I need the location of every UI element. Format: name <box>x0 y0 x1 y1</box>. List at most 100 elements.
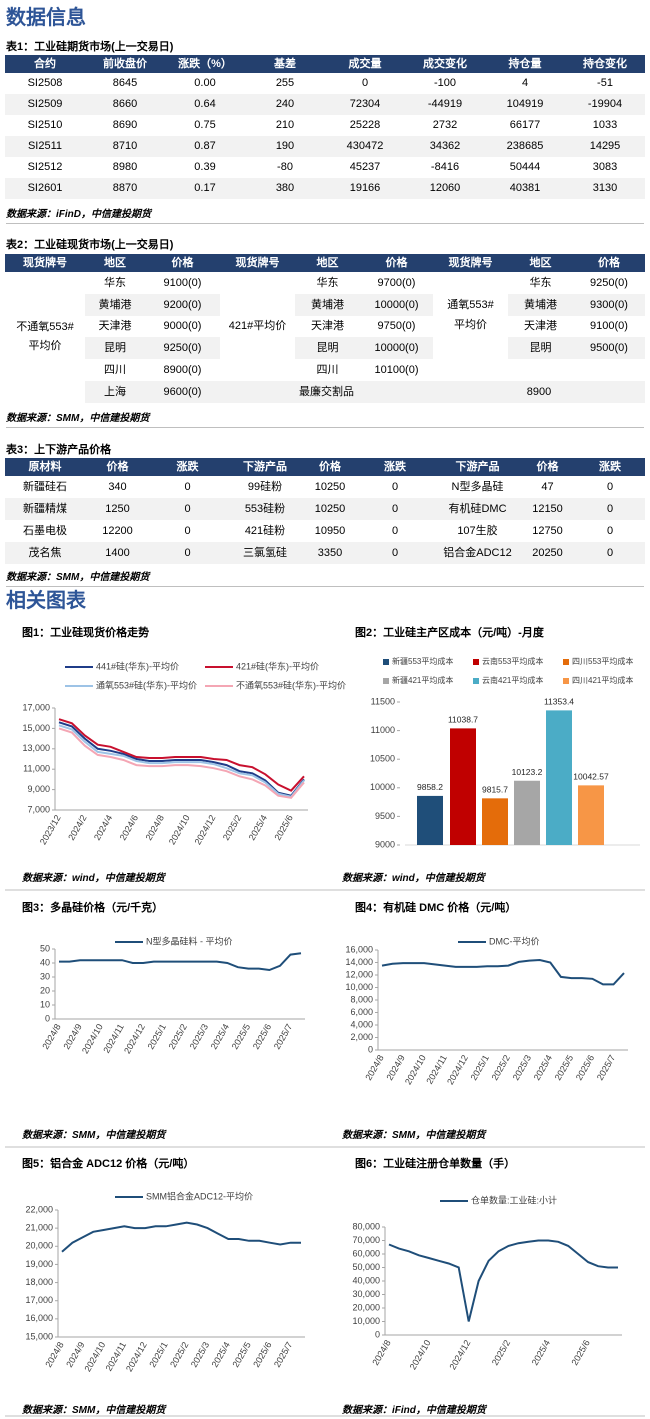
cell: 0.17 <box>194 182 216 195</box>
table: 原材料 价格 涨跌 下游产品 价格 涨跌 下游产品 价格 涨跌 新疆硅石 340 0 99硅粉 10250… <box>5 458 645 564</box>
x-tick-label: 2025/5 <box>230 1340 252 1369</box>
figure-title: 图4：有机硅 DMC 价格（元/吨） <box>355 902 517 914</box>
legend-label: 四川421平均成本 <box>572 675 633 685</box>
table: 现货牌号 地区 价格 现货牌号 地区 价格 现货牌号 地区 价格 不通氧553#平均价 华东 9100… <box>5 254 645 403</box>
cell: 华东 <box>316 276 339 289</box>
y-tick-label: 10 <box>40 999 50 1009</box>
cell: 0 <box>184 502 191 515</box>
header-cell: 成交量 <box>325 55 405 73</box>
cell: 238685 <box>506 140 544 153</box>
figure-source: 数据来源：wind，中信建投期货 <box>22 873 165 884</box>
brand-cell: 不通氧553#平均价 <box>5 272 85 403</box>
header-cell: 涨跌（%） <box>165 55 245 73</box>
y-tick-label: 0 <box>368 1044 373 1054</box>
table-caption: 表2：工业硅现货市场(上一交易日) <box>6 239 174 251</box>
cell: 天津港 <box>524 320 557 333</box>
header-cell: 持仓变化 <box>565 55 645 73</box>
cell: 20250 <box>532 546 563 559</box>
cell: 昆明 <box>508 337 573 360</box>
bar <box>546 710 572 845</box>
x-tick-label: 2025/4 <box>530 1338 552 1367</box>
bar <box>482 798 508 845</box>
row: 上海 9600(0) 最廉交割品 8900 <box>5 380 645 403</box>
header-cell: 价格 <box>85 458 150 476</box>
header-cell: 现货牌号 <box>5 254 85 272</box>
table-source: 数据来源：SMM，中信建投期货 <box>6 409 644 428</box>
legend-swatch <box>383 659 389 665</box>
cell: 有机硅DMC <box>448 502 507 515</box>
cell: 1033 <box>592 119 618 132</box>
header-cell: 现货牌号 <box>220 254 295 272</box>
header-cell: 涨跌 <box>575 458 645 476</box>
cell: 210 <box>275 119 295 132</box>
cell: 9700(0) <box>377 276 416 289</box>
y-tick-label: 40 <box>40 957 50 967</box>
empty-cell <box>508 359 573 381</box>
series-line <box>59 952 302 972</box>
x-tick-label: 2024/8 <box>363 1053 385 1082</box>
cell: 0 <box>361 77 369 90</box>
legend-label: 云南421平均成本 <box>482 675 543 685</box>
cell: SI2509 <box>27 98 63 111</box>
cell: 0 <box>606 480 614 493</box>
y-tick-label: 20,000 <box>25 1241 53 1251</box>
cell: SI2510 <box>27 119 63 132</box>
x-tick-label: 2025/6 <box>574 1053 596 1082</box>
data-label: 11038.7 <box>448 715 478 725</box>
y-tick-label: 17,000 <box>25 1295 53 1305</box>
x-tick-label: 2025/6 <box>251 1340 273 1369</box>
brand: 421#平均价 <box>228 319 287 332</box>
x-tick-label: 2024/9 <box>64 1340 86 1369</box>
cell: 0 <box>391 524 399 537</box>
figure-title: 图1：工业硅现货价格走势 <box>22 627 150 639</box>
y-tick-label: 12,000 <box>345 969 373 979</box>
y-tick-label: 13,000 <box>22 743 50 753</box>
cell: 2732 <box>432 119 458 132</box>
cell: 0 <box>606 502 614 515</box>
brand-cell: 421#平均价 <box>220 272 295 381</box>
legend-label: 441#硅(华东)-平均价 <box>96 660 179 671</box>
cell: -19904 <box>587 98 623 111</box>
figure-title: 图6：工业硅注册仓单数量（手） <box>355 1158 516 1170</box>
x-tick-label: 2025/1 <box>146 1022 168 1051</box>
cell: 19166 <box>349 182 381 195</box>
x-tick-label: 2025/4 <box>210 1340 232 1369</box>
cell: 0 <box>391 502 399 515</box>
x-tick-label: 2024/12 <box>448 1338 473 1371</box>
row: SI2511 8710 0.87 190 430472 34362 238685 14295 <box>5 136 645 157</box>
cell: 99硅粉 <box>247 480 283 493</box>
row: 昆明 9250(0) 昆明 10000(0) 昆明 9500(0) <box>5 337 645 360</box>
figure-title: 图2：工业硅主产区成本（元/吨）-月度 <box>355 627 544 639</box>
y-tick-label: 40,000 <box>352 1275 380 1285</box>
bar <box>578 785 604 845</box>
table-source: 数据来源：SMM，中信建投期货 <box>6 568 644 587</box>
series-line <box>61 1221 301 1253</box>
cell: 1250 <box>105 502 130 515</box>
cell: 上海 <box>85 380 145 403</box>
x-tick-label: 2025/6 <box>272 813 294 842</box>
x-tick-label: 2025/2 <box>168 1340 190 1369</box>
y-tick-label: 6,000 <box>350 1007 373 1017</box>
figure-title: 图5：铝合金 ADC12 价格（元/吨） <box>22 1158 195 1170</box>
cell: 昆明 <box>295 337 360 360</box>
cell: 8690 <box>112 119 138 132</box>
cell: 8870 <box>112 182 138 195</box>
cell: 430472 <box>346 140 384 153</box>
cell: 铝合金ADC12 <box>443 546 512 559</box>
brand: 不通氧553#平均价 <box>16 320 74 353</box>
cell: 华东 <box>104 276 126 289</box>
cell: 9000(0) <box>163 320 202 333</box>
x-tick-label: 2025/3 <box>189 1340 211 1369</box>
cell: 新疆精煤 <box>23 502 67 515</box>
cell: -80 <box>277 161 293 174</box>
cell: 240 <box>275 98 295 111</box>
header-cell: 现货牌号 <box>433 254 508 272</box>
legend-label: 通氧553#硅(华东)-平均价 <box>96 679 197 690</box>
x-tick-label: 2024/8 <box>370 1338 392 1367</box>
x-tick-label: 2025/2 <box>221 813 243 842</box>
cell: 0 <box>184 546 191 559</box>
cell: 10250 <box>314 480 346 493</box>
cell: 天津港 <box>98 320 132 333</box>
cell: SI2512 <box>27 161 63 174</box>
y-tick-label: 50,000 <box>352 1262 380 1272</box>
